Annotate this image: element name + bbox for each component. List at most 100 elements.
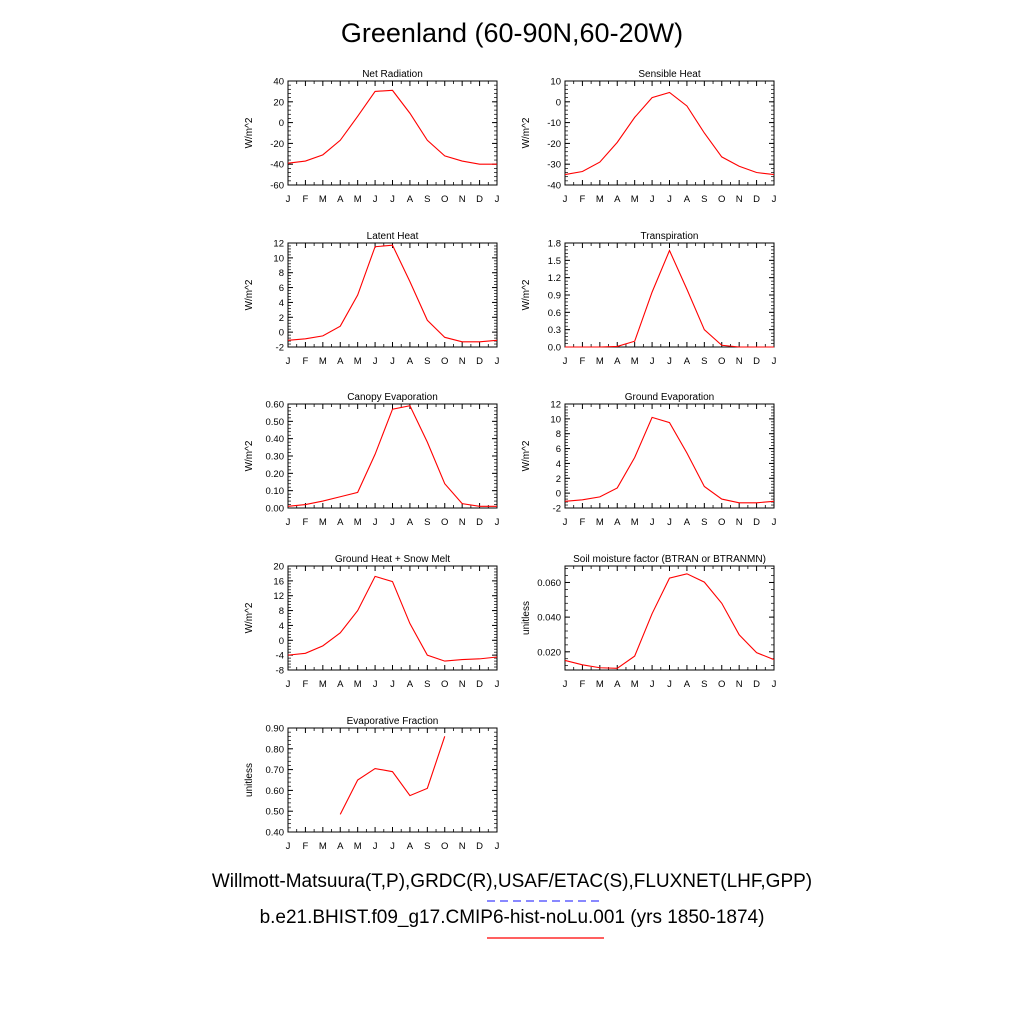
x-tick-label: A bbox=[407, 517, 414, 528]
y-tick-label: 0.040 bbox=[537, 613, 561, 624]
y-axis-label: W/m^2 bbox=[521, 279, 532, 310]
x-tick-label: O bbox=[718, 517, 725, 528]
x-tick-label: J bbox=[286, 194, 291, 205]
plot-frame bbox=[287, 727, 498, 833]
x-tick-label: O bbox=[718, 194, 725, 205]
x-tick-label: A bbox=[407, 841, 414, 852]
x-tick-label: D bbox=[753, 517, 760, 528]
x-tick-label: F bbox=[303, 194, 309, 205]
x-tick-label: S bbox=[701, 194, 707, 205]
x-tick-label: J bbox=[390, 841, 395, 852]
x-tick-label: A bbox=[684, 679, 691, 690]
y-tick-label: 0.30 bbox=[266, 452, 285, 463]
x-tick-label: J bbox=[667, 679, 672, 690]
x-tick-label: J bbox=[650, 356, 655, 367]
x-tick-label: M bbox=[631, 356, 639, 367]
y-tick-label: 0.6 bbox=[548, 308, 561, 319]
x-tick-label: A bbox=[337, 679, 344, 690]
x-tick-label: J bbox=[390, 356, 395, 367]
x-tick-label: N bbox=[736, 517, 743, 528]
y-tick-label: 2 bbox=[279, 313, 284, 324]
panel-title: Evaporative Fraction bbox=[347, 716, 439, 727]
y-tick-label: -2 bbox=[276, 343, 284, 354]
y-tick-label: -40 bbox=[270, 160, 284, 171]
y-tick-label: -2 bbox=[553, 504, 561, 515]
x-tick-label: M bbox=[596, 356, 604, 367]
x-tick-label: A bbox=[337, 356, 344, 367]
x-tick-label: S bbox=[424, 194, 430, 205]
x-tick-label: J bbox=[563, 194, 568, 205]
y-tick-label: 0.00 bbox=[266, 504, 285, 515]
x-tick-label: F bbox=[303, 356, 309, 367]
y-tick-label: 0.060 bbox=[537, 578, 561, 589]
x-tick-label: A bbox=[614, 194, 621, 205]
x-tick-label: A bbox=[684, 356, 691, 367]
x-tick-label: A bbox=[614, 356, 621, 367]
x-tick-label: D bbox=[476, 841, 483, 852]
x-tick-label: J bbox=[495, 356, 500, 367]
y-tick-label: 0.10 bbox=[266, 486, 285, 497]
x-tick-label: J bbox=[667, 194, 672, 205]
x-tick-label: F bbox=[580, 517, 586, 528]
x-tick-label: D bbox=[476, 356, 483, 367]
y-tick-label: 6 bbox=[279, 283, 284, 294]
y-tick-label: 0 bbox=[279, 118, 284, 129]
x-tick-label: J bbox=[286, 841, 291, 852]
y-tick-label: 0.020 bbox=[537, 647, 561, 658]
x-tick-label: O bbox=[441, 517, 448, 528]
legend-entry-observations: Willmott-Matsuura(T,P),GRDC(R),USAF/ETAC… bbox=[0, 871, 1024, 893]
series-line bbox=[564, 91, 775, 176]
x-tick-label: J bbox=[495, 194, 500, 205]
x-tick-label: A bbox=[337, 841, 344, 852]
plot-frame bbox=[287, 403, 498, 509]
x-tick-label: J bbox=[373, 679, 378, 690]
plot-frame bbox=[287, 80, 498, 186]
x-tick-label: J bbox=[772, 194, 777, 205]
x-tick-label: N bbox=[736, 356, 743, 367]
x-tick-label: J bbox=[495, 841, 500, 852]
x-tick-label: N bbox=[459, 194, 466, 205]
x-tick-label: M bbox=[596, 517, 604, 528]
y-tick-label: 8 bbox=[279, 606, 284, 617]
series-line bbox=[564, 416, 775, 504]
y-axis-label: unitless bbox=[244, 763, 255, 797]
y-tick-label: 0.60 bbox=[266, 400, 285, 411]
y-tick-label: 0.50 bbox=[266, 807, 285, 818]
y-tick-label: -20 bbox=[270, 139, 284, 150]
y-tick-label: 12 bbox=[273, 239, 284, 250]
y-axis-label: W/m^2 bbox=[244, 279, 255, 310]
series-line bbox=[339, 736, 446, 815]
x-tick-label: J bbox=[495, 517, 500, 528]
x-tick-label: M bbox=[631, 679, 639, 690]
x-tick-label: J bbox=[772, 679, 777, 690]
x-tick-label: O bbox=[441, 194, 448, 205]
x-tick-label: S bbox=[701, 679, 707, 690]
y-tick-label: 8 bbox=[556, 429, 561, 440]
x-tick-label: J bbox=[772, 356, 777, 367]
x-tick-label: S bbox=[424, 356, 430, 367]
y-tick-label: -60 bbox=[270, 181, 284, 192]
y-tick-label: 6 bbox=[556, 444, 561, 455]
x-tick-label: F bbox=[303, 841, 309, 852]
y-tick-label: 1.8 bbox=[548, 239, 561, 250]
y-axis-label: W/m^2 bbox=[521, 117, 532, 148]
x-tick-label: F bbox=[303, 517, 309, 528]
x-tick-label: M bbox=[319, 194, 327, 205]
x-tick-label: D bbox=[476, 194, 483, 205]
plot-frame bbox=[564, 403, 775, 509]
x-tick-label: O bbox=[441, 679, 448, 690]
x-tick-label: J bbox=[650, 517, 655, 528]
x-tick-label: A bbox=[407, 356, 414, 367]
y-tick-label: 0.9 bbox=[548, 291, 561, 302]
series-line bbox=[287, 244, 498, 343]
plot-frame bbox=[564, 565, 775, 671]
y-tick-label: 4 bbox=[556, 459, 561, 470]
x-tick-label: F bbox=[303, 679, 309, 690]
figure-title: Greenland (60-90N,60-20W) bbox=[340, 18, 684, 48]
x-tick-label: M bbox=[354, 194, 362, 205]
x-tick-label: A bbox=[407, 194, 414, 205]
